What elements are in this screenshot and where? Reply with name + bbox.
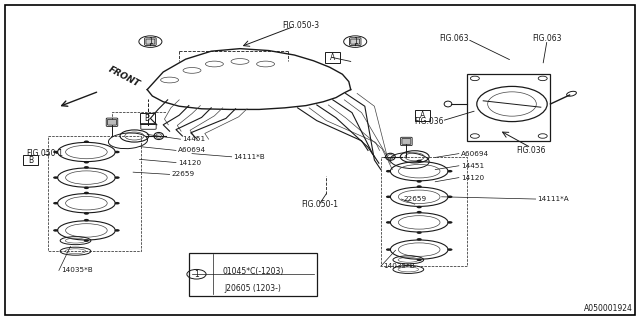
Text: J20605 (1203-): J20605 (1203-) [225,284,281,293]
Text: FIG.050-1: FIG.050-1 [301,200,339,209]
Text: FIG.050-1: FIG.050-1 [26,149,63,158]
FancyBboxPatch shape [146,39,155,44]
Circle shape [84,140,89,143]
Circle shape [53,176,58,179]
Circle shape [84,212,89,215]
Text: 22659: 22659 [172,172,195,177]
Text: FIG.063: FIG.063 [532,34,562,43]
Circle shape [417,211,422,213]
Circle shape [417,185,422,188]
Circle shape [417,160,422,162]
Text: 01045*C(-1203): 01045*C(-1203) [222,267,284,276]
Circle shape [84,219,89,221]
Circle shape [447,221,452,224]
FancyBboxPatch shape [402,139,411,144]
Text: 14451: 14451 [461,163,484,169]
Text: FIG.036: FIG.036 [414,117,444,126]
Text: 14451: 14451 [182,136,205,142]
Circle shape [447,248,452,251]
Text: FRONT: FRONT [107,65,141,89]
Text: A60694: A60694 [461,151,489,156]
Text: 14035*B: 14035*B [61,268,93,273]
Text: FIG.050-3: FIG.050-3 [282,21,319,30]
Circle shape [447,196,452,198]
Bar [23,155,38,165]
Circle shape [53,202,58,204]
Text: 14111*B: 14111*B [234,154,266,160]
Circle shape [53,229,58,232]
Circle shape [115,176,120,179]
Bar [467,74,550,141]
Bar [189,253,317,296]
Circle shape [53,151,58,153]
Text: 1: 1 [148,37,153,46]
Circle shape [417,259,422,261]
Text: A60694: A60694 [178,148,206,153]
Circle shape [386,248,391,251]
Circle shape [84,187,89,189]
Text: B: B [145,114,150,123]
Text: 14120: 14120 [461,175,484,180]
Text: A050001924: A050001924 [584,304,632,313]
Text: 14120: 14120 [178,160,201,165]
Text: 14111*A: 14111*A [538,196,570,202]
FancyBboxPatch shape [351,39,360,44]
Circle shape [84,239,89,242]
Bar [140,113,155,124]
Circle shape [84,192,89,194]
Text: 1: 1 [194,270,199,279]
Bar [325,52,340,63]
Circle shape [447,170,452,172]
Circle shape [115,202,120,204]
FancyBboxPatch shape [108,119,116,125]
Circle shape [84,161,89,164]
Text: A: A [330,53,335,62]
Circle shape [115,229,120,232]
Circle shape [115,151,120,153]
Circle shape [386,170,391,172]
Circle shape [386,221,391,224]
Circle shape [417,238,422,241]
Text: 22659: 22659 [403,196,426,202]
Text: FIG.063: FIG.063 [440,34,469,43]
Circle shape [417,231,422,234]
Text: 14035*B: 14035*B [383,263,415,269]
Circle shape [386,196,391,198]
Text: B: B [28,156,33,164]
Circle shape [417,206,422,208]
Text: 1: 1 [353,37,358,46]
Bar [415,110,430,121]
Circle shape [417,180,422,183]
Text: FIG.036: FIG.036 [516,146,546,155]
Text: A: A [420,111,425,120]
Circle shape [84,166,89,169]
